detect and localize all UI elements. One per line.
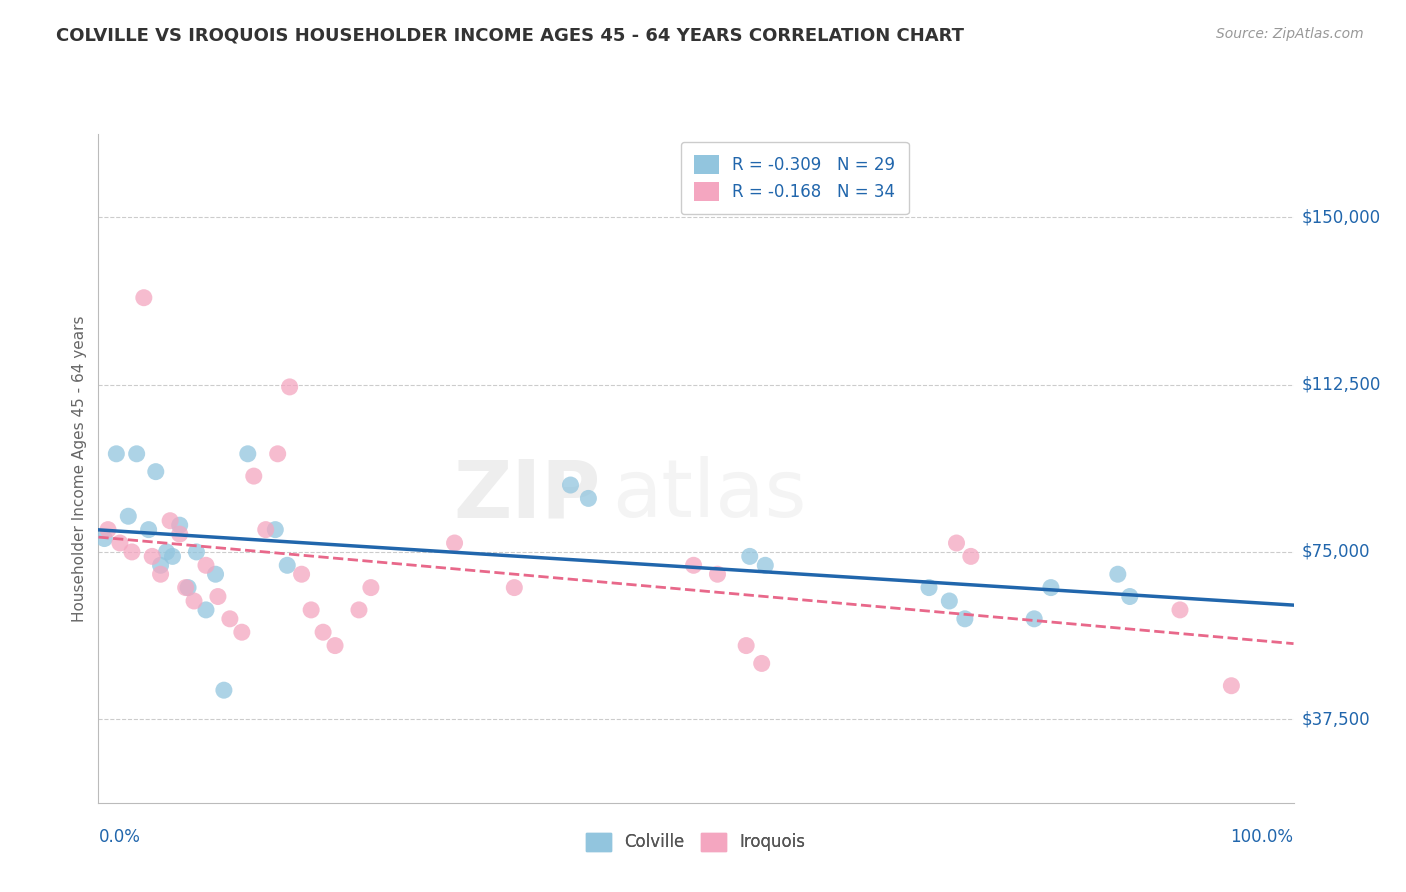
Text: $150,000: $150,000 (1302, 209, 1381, 227)
Text: atlas: atlas (612, 456, 807, 534)
Point (204, 567, 226, 582)
Point (169, 527, 191, 541)
Point (138, 523, 160, 537)
Point (751, 657, 773, 671)
Point (145, 465, 167, 479)
Point (174, 581, 197, 595)
Point (219, 612, 242, 626)
Point (312, 625, 335, 640)
Point (162, 549, 184, 564)
Point (141, 549, 163, 564)
Point (299, 603, 322, 617)
Point (560, 478, 582, 492)
Point (1168, 603, 1191, 617)
Point (945, 536, 967, 550)
Point (231, 625, 253, 640)
Point (738, 549, 761, 564)
Point (1024, 612, 1046, 626)
Point (207, 590, 229, 604)
Point (754, 558, 776, 573)
Point (186, 545, 208, 559)
Text: $75,000: $75,000 (1302, 543, 1371, 561)
Point (1220, 679, 1243, 693)
Point (1107, 567, 1129, 582)
Text: 100.0%: 100.0% (1230, 828, 1294, 846)
Point (290, 567, 312, 582)
Point (1119, 590, 1142, 604)
Point (105, 447, 128, 461)
Point (194, 558, 217, 573)
Point (159, 514, 181, 528)
Point (177, 581, 200, 595)
Y-axis label: Householder Income Ages 45 - 64 years: Householder Income Ages 45 - 64 years (72, 315, 87, 622)
Point (108, 536, 131, 550)
Point (938, 594, 960, 608)
Point (169, 518, 191, 533)
Point (1039, 581, 1062, 595)
Point (918, 581, 941, 595)
Point (706, 567, 728, 582)
Point (682, 558, 704, 573)
Point (576, 491, 599, 506)
Point (443, 536, 465, 550)
Point (503, 581, 526, 595)
Text: $112,500: $112,500 (1302, 376, 1381, 393)
Legend: Colville, Iroquois: Colville, Iroquois (579, 826, 813, 858)
Point (125, 447, 148, 461)
Point (155, 545, 177, 559)
Point (347, 603, 370, 617)
Point (276, 558, 298, 573)
Text: ZIP: ZIP (453, 456, 600, 534)
Point (149, 558, 172, 573)
Point (278, 380, 301, 394)
Point (953, 612, 976, 626)
Point (183, 594, 205, 608)
Point (132, 291, 155, 305)
Point (236, 447, 259, 461)
Point (264, 523, 287, 537)
Point (243, 469, 266, 483)
Point (254, 523, 277, 537)
Point (735, 639, 758, 653)
Text: COLVILLE VS IROQUOIS HOUSEHOLDER INCOME AGES 45 - 64 YEARS CORRELATION CHART: COLVILLE VS IROQUOIS HOUSEHOLDER INCOME … (56, 27, 965, 45)
Point (323, 639, 346, 653)
Point (212, 683, 235, 698)
Text: $37,500: $37,500 (1302, 710, 1371, 728)
Point (93, 532, 115, 546)
Point (97, 523, 120, 537)
Text: 0.0%: 0.0% (98, 828, 141, 846)
Point (267, 447, 290, 461)
Point (121, 545, 143, 559)
Point (959, 549, 981, 564)
Point (194, 603, 217, 617)
Point (149, 567, 172, 582)
Point (360, 581, 382, 595)
Point (117, 509, 139, 524)
Text: Source: ZipAtlas.com: Source: ZipAtlas.com (1216, 27, 1364, 41)
